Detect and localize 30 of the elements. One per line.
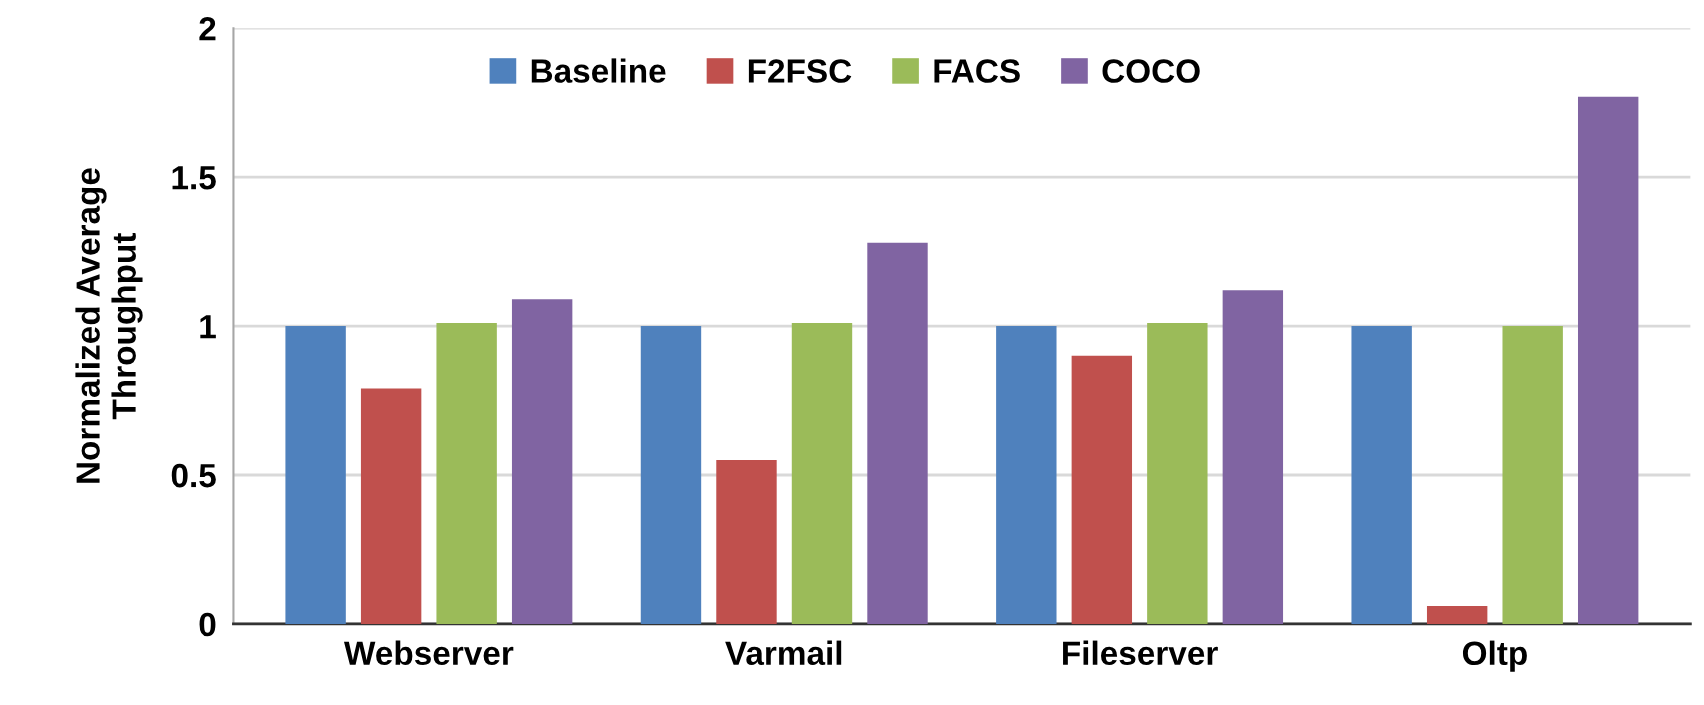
bar	[1502, 326, 1563, 624]
bar	[1071, 355, 1133, 624]
bar	[285, 326, 346, 624]
bar	[1222, 290, 1284, 624]
bar	[791, 323, 853, 624]
bar	[1426, 606, 1488, 624]
x-tick-label: Webserver	[343, 640, 514, 666]
bar	[716, 460, 777, 624]
bar	[360, 388, 422, 624]
bar	[867, 242, 928, 624]
bar	[511, 299, 573, 624]
legend-label: COCO	[1102, 59, 1200, 83]
legend-label: Baseline	[531, 58, 666, 83]
y-tick-label: 0	[199, 612, 216, 637]
x-tick-label: Fileserver	[1063, 640, 1218, 666]
y-tick-label: 1	[200, 315, 216, 339]
x-tick-label: Varmail	[725, 640, 842, 666]
bar	[640, 326, 702, 624]
legend-label: FACS	[934, 59, 1020, 83]
y-tick-label: 0.5	[171, 463, 216, 488]
x-tick-label: Oltp	[1462, 640, 1527, 672]
bar	[1577, 96, 1639, 624]
legend-label: F2FSC	[748, 59, 852, 83]
bar	[1147, 323, 1208, 624]
bar	[1351, 326, 1412, 624]
y-tick-label: 1.5	[172, 166, 216, 190]
y-axis-title: Normalized Average Throughput	[75, 168, 143, 483]
y-tick-label: 2	[199, 17, 216, 41]
bar	[436, 323, 497, 624]
bar	[996, 326, 1057, 624]
